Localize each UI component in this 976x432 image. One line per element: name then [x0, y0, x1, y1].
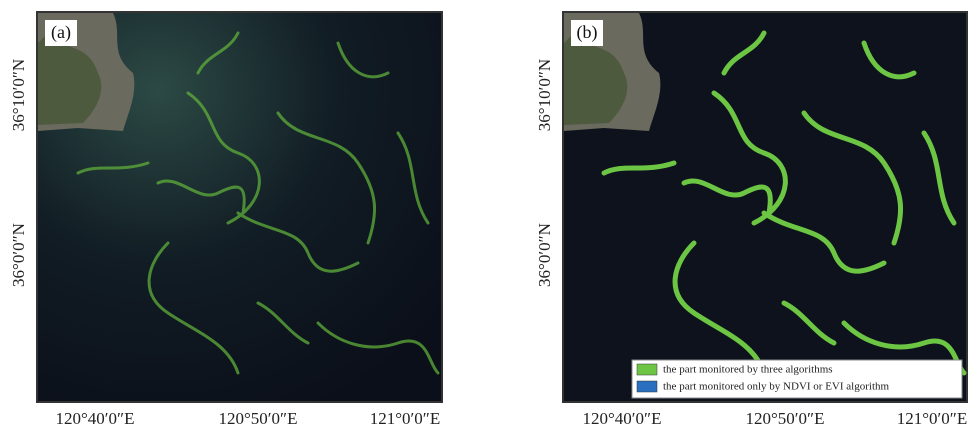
x-label: 120°40′0″E [56, 409, 135, 428]
figure: (a) 120°40′0″E 120°50′0″E 121°0′0″E 36°1… [0, 0, 976, 432]
panel-label: (b) [577, 22, 598, 43]
legend-swatch [637, 364, 657, 375]
y-label: 36°10′0″N [535, 59, 554, 131]
panel-b: (b) the part monitored by three algorith… [535, 12, 967, 428]
panel-a: (a) 120°40′0″E 120°50′0″E 121°0′0″E 36°1… [9, 12, 442, 428]
y-label: 36°10′0″N [9, 59, 28, 131]
x-label: 120°50′0″E [746, 409, 825, 428]
legend-label: the part monitored only by NDVI or EVI a… [663, 381, 890, 393]
panel-label: (a) [51, 22, 71, 43]
legend-swatch [637, 381, 657, 392]
x-label: 120°50′0″E [219, 409, 298, 428]
y-label: 36°0′0″N [535, 223, 554, 287]
x-label: 120°40′0″E [583, 409, 662, 428]
x-label: 121°0′0″E [897, 409, 967, 428]
legend-label: the part monitored by three algorithms [663, 364, 833, 376]
x-label: 121°0′0″E [370, 409, 440, 428]
y-label: 36°0′0″N [9, 223, 28, 287]
